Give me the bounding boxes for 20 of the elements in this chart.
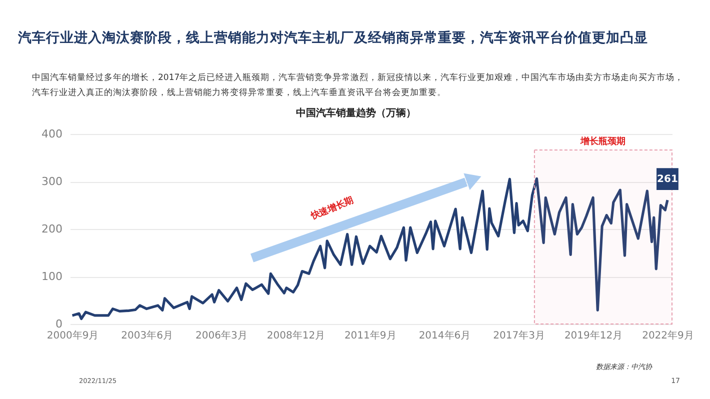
x-tick-label: 2000年9月 [46,330,99,342]
x-tick-label: 2022年9月 [642,330,694,342]
x-tick-label: 2008年12月 [266,330,326,342]
y-tick-label: 300 [42,175,62,188]
y-tick-label: 0 [56,318,62,330]
y-tick-label: 400 [42,128,62,140]
x-tick-label: 2003年6月 [121,330,173,342]
band-label: 增长瓶颈期 [580,136,626,147]
x-tick-label: 2011年9月 [344,330,396,342]
annotation: 快速增长期 [308,194,356,222]
x-tick-label: 2014年6月 [418,330,471,342]
y-tick-label: 200 [42,222,62,236]
data-label: 261 [657,174,678,186]
x-tick-label: 2017年3月 [493,330,545,342]
x-tick-label: 2019年12月 [564,330,623,342]
x-tick-label: 2006年3月 [196,330,248,342]
chart-title: 汽车行业进入淘汰赛阶段，线上营销能力对汽车主机厂及经销商异常重要，汽车资讯平台价值更加凸显 [17,29,648,46]
y-tick-label: 100 [42,270,62,283]
text: 中国汽车销量趋势（万辆） [296,107,416,119]
chart-subtitle: 中国汽车销量经过多年的增长，2017年之后已经进入瓶颈期，汽车营销竞争异常激烈，新冠疫情以来，汽车行业更加艰难，中国汽车市场由卖方市场走向买方市场，汽车行业进入真正的淘汰赛阶段，线上营销能力将变得异常重要，线上汽车垂直资讯平台将会更加重要。 [32,72,684,98]
